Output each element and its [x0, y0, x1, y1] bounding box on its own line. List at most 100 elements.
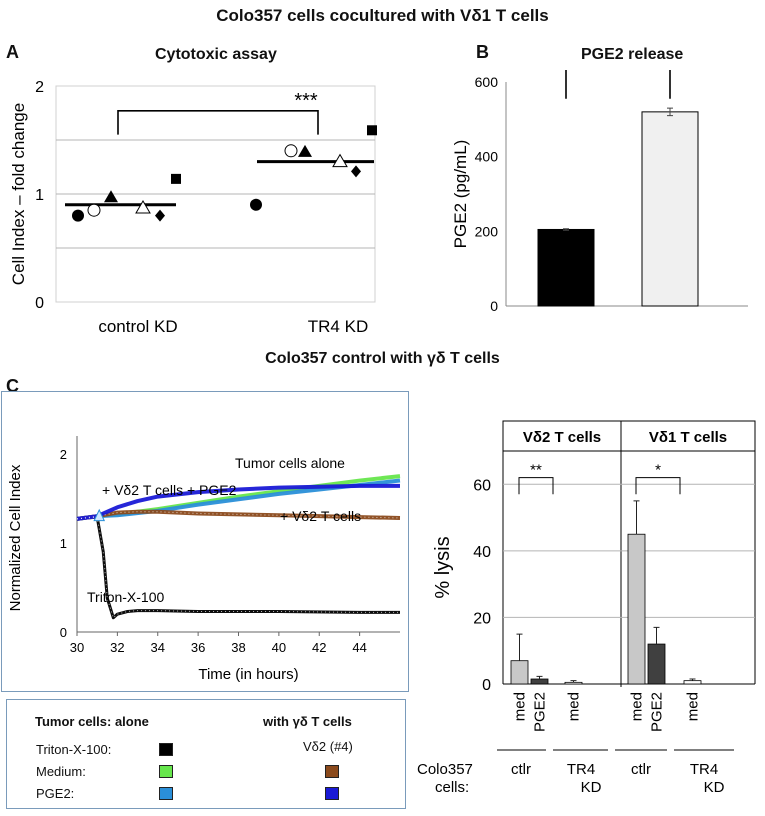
y-axis-label: Cell Index – fold change: [9, 103, 28, 285]
x-tick-label: 38: [231, 640, 245, 655]
error-bar: [633, 500, 640, 535]
x-tick-label: 44: [352, 640, 366, 655]
annotation-tumor-alone: Tumor cells alone: [235, 455, 345, 471]
x-tick-label: 42: [312, 640, 326, 655]
significance-bracket: [565, 70, 671, 99]
legend-box: Tumor cells: alone with γδ T cells Trito…: [6, 699, 406, 809]
point-circle-filled: [250, 198, 262, 211]
legend-swatch-vd2: [325, 765, 339, 778]
group-label: Vδ2 T cells: [523, 429, 601, 446]
y-axis-label: Normalized Cell Index: [7, 464, 24, 611]
bar: [627, 533, 646, 685]
legend-swatch-vd2-pge2: [325, 787, 339, 800]
x-tick-label: 30: [70, 640, 84, 655]
group-header-box: [502, 420, 756, 452]
point-circle-open: [284, 144, 298, 158]
error-bar: [689, 678, 696, 681]
significance-bracket: [635, 477, 681, 495]
chart-b-bar: 0 200 400 600 PGE2 (pg/mL) **: [451, 70, 748, 314]
cell-label: ctlr: [511, 761, 531, 778]
y-tick-label: 40: [473, 544, 491, 561]
error-bar: [536, 675, 543, 680]
legend-header-left: Tumor cells: alone: [35, 714, 149, 729]
significance-label: *: [655, 462, 661, 479]
point-triangle-filled: [104, 190, 118, 203]
legend-swatch-triton: [159, 743, 173, 756]
panel-b-title: PGE2 release: [581, 46, 684, 63]
y-tick-label: 1: [35, 187, 44, 204]
bar: [647, 643, 666, 685]
legend-swatch-pge2: [159, 787, 173, 800]
point-circle-filled: [72, 209, 84, 222]
chart-c-line: 30 32 34 36 38 40 42 44 0 1 2 Time (in hours) Normal…: [7, 436, 401, 683]
error-bar: [570, 680, 577, 683]
significance-bracket: [117, 110, 319, 135]
cell-label: TR4: [567, 761, 595, 778]
cell-label-line2: KD: [704, 779, 725, 796]
x-category-label: TR4 KD: [308, 317, 368, 336]
point-diamond-filled: [351, 165, 361, 178]
point-triangle-filled: [298, 144, 312, 157]
x-tick-label: 34: [151, 640, 165, 655]
bar: [537, 228, 595, 307]
panel-a-letter: A: [6, 42, 19, 62]
y-tick-label: 0: [482, 677, 491, 694]
point-circle-open: [87, 203, 101, 217]
cell-label: ctlr: [631, 761, 651, 778]
series-texture: [76, 511, 401, 520]
cells-row-label: Colo357: [417, 761, 473, 778]
x-tick-label: med: [566, 692, 583, 721]
series-line-v-2-t-cells-pge2: [76, 483, 400, 521]
figure-title: Colo357 cells cocultured with Vδ1 T cell…: [216, 6, 549, 25]
point-square-filled: [367, 125, 377, 136]
error-bar: [516, 633, 523, 661]
legend-header-right: with γδ T cells: [263, 714, 352, 729]
x-tick-label: 36: [191, 640, 205, 655]
x-tick-label: med: [512, 692, 529, 721]
legend-right-sub: Vδ2 (#4): [303, 739, 353, 754]
y-axis-label: PGE2 (pg/mL): [451, 140, 470, 249]
bar: [530, 678, 549, 685]
point-square-filled: [171, 173, 181, 184]
cells-row-label: cells:: [435, 779, 469, 796]
x-tick-label: PGE2: [532, 692, 549, 732]
significance-label: **: [660, 70, 676, 72]
chart-a-scatter: 0 1 2 Cell Index – fold change control KD TR4…: [9, 79, 377, 336]
significance-bracket: [518, 477, 554, 495]
line-chart-frame: 30 32 34 36 38 40 42 44 0 1 2 Time (in hours) Normal…: [1, 391, 409, 692]
y-tick-label: 400: [475, 149, 499, 165]
cell-label: TR4: [690, 761, 718, 778]
bar: [641, 111, 699, 307]
x-category-label: control KD: [98, 317, 177, 336]
panel-b-letter: B: [476, 42, 489, 62]
legend-label-triton: Triton-X-100:: [36, 742, 112, 757]
y-tick-label: 60: [473, 477, 491, 494]
bar: [510, 660, 529, 685]
y-tick-label: 0: [60, 625, 67, 640]
treatment-marker: [93, 508, 106, 522]
y-axis-label: % lysis: [432, 536, 454, 598]
x-axis-label: Time (in hours): [198, 666, 298, 683]
point-triangle-open: [332, 153, 348, 168]
annotation-vd2-pge2: + Vδ2 T cells + PGE2: [102, 482, 237, 498]
x-tick-label: med: [685, 692, 702, 721]
legend-label-pge2: PGE2:: [36, 786, 75, 801]
error-bar: [653, 626, 660, 645]
significance-label: **: [530, 462, 542, 479]
legend-label-medium: Medium:: [36, 764, 86, 779]
x-tick-label: PGE2: [649, 692, 666, 732]
annotation-vd2: + Vδ2 T cells: [280, 508, 361, 524]
y-tick-label: 0: [490, 298, 498, 314]
annotation-triton: Triton-X-100: [87, 589, 165, 605]
bar: [564, 681, 583, 685]
group-label: Vδ1 T cells: [649, 429, 727, 446]
y-tick-label: 600: [475, 74, 499, 90]
error-bar: [667, 107, 673, 117]
y-tick-label: 2: [60, 447, 67, 462]
y-tick-label: 0: [35, 295, 44, 312]
point-diamond-filled: [155, 209, 165, 222]
y-tick-label: 1: [60, 536, 67, 551]
x-tick-label: med: [629, 692, 646, 721]
y-tick-label: 2: [35, 79, 44, 96]
point-triangle-open: [135, 200, 151, 214]
